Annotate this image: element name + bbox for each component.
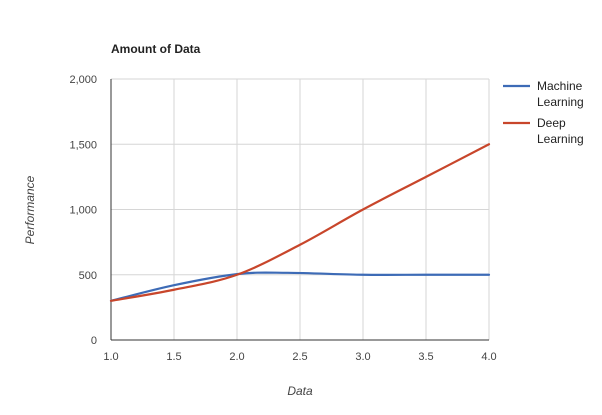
chart-title: Amount of Data (111, 42, 201, 56)
y-tick-label: 2,000 (69, 74, 97, 86)
grid-lines (111, 78, 490, 340)
x-tick-label: 3.5 (418, 351, 433, 363)
legend-label-deep-learning: Deep Learning (537, 116, 584, 146)
y-tick-label: 1,000 (69, 205, 97, 217)
legend-label-machine-learning: Machine Learning (537, 79, 584, 109)
axes (110, 79, 489, 341)
x-tick-label: 1.5 (166, 351, 181, 363)
x-tick-label: 2.0 (229, 351, 244, 363)
y-tick-label: 0 (91, 335, 97, 347)
y-axis-label: Performance (23, 175, 37, 244)
x-tick-label: 1.0 (103, 351, 118, 363)
y-tick-label: 1,500 (69, 139, 97, 151)
x-tick-label: 3.0 (355, 351, 370, 363)
x-axis-label: Data (287, 384, 313, 398)
series-line-machine-learning (109, 271, 491, 302)
y-tick-label: 500 (79, 270, 97, 282)
legend: Machine Learning Deep Learning (503, 79, 584, 146)
x-tick-label: 2.5 (292, 351, 307, 363)
series-line-deep-learning (109, 143, 491, 302)
tick-labels: 1.0 1.5 2.0 2.5 3.0 3.5 4.0 0 500 1,000 1,500 2,000 (69, 74, 496, 363)
x-tick-label: 4.0 (481, 351, 496, 363)
series-lines (109, 143, 491, 302)
